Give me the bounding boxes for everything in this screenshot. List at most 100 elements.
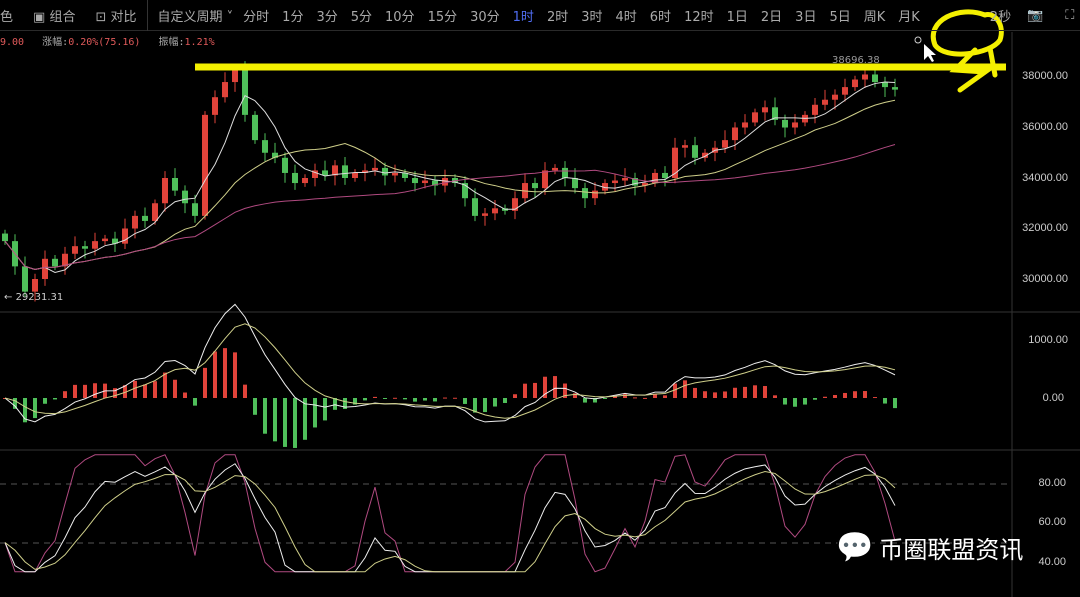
macd-bar (573, 393, 577, 398)
candle (72, 246, 78, 254)
period-月K[interactable]: 月K (898, 9, 920, 25)
custom-period-dropdown[interactable]: 自定义周期 ˅ (158, 6, 234, 25)
period-6时[interactable]: 6时 (649, 9, 672, 25)
macd-bar (293, 398, 297, 448)
macd-bar (413, 398, 417, 402)
macd-bar (553, 376, 557, 398)
macd-bar (603, 398, 607, 399)
macd-bar (213, 351, 217, 398)
period-5日[interactable]: 5日 (829, 9, 851, 25)
period-3时[interactable]: 3时 (581, 9, 603, 25)
macd-bar (623, 394, 627, 398)
toolbar-item-combo[interactable]: ▣ 组合 (33, 6, 75, 25)
macd-bar (13, 398, 17, 409)
macd-bar (443, 397, 447, 399)
macd-bar (453, 397, 457, 399)
period-5分[interactable]: 5分 (350, 9, 373, 25)
price-tick: 30000.00 (1022, 273, 1068, 285)
candle (82, 246, 88, 249)
period-10分[interactable]: 10分 (385, 9, 415, 25)
candle (692, 145, 698, 158)
candle (812, 104, 818, 115)
ma-line-5 (4, 81, 896, 273)
period-2时[interactable]: 2时 (546, 9, 569, 25)
macd-bar (203, 367, 207, 398)
macd-bar (703, 391, 707, 398)
candle (122, 228, 128, 244)
macd-bar (633, 397, 637, 399)
candle (872, 74, 878, 83)
watermark-text: 币圈联盟资讯 (879, 536, 1024, 564)
camera-icon[interactable]: 📷 (1027, 7, 1044, 23)
fullscreen-icon[interactable]: ⛶ (1065, 7, 1075, 23)
candle (732, 127, 738, 141)
macd-bar (713, 392, 717, 398)
change-label: 涨幅: (42, 37, 69, 48)
candle (612, 180, 618, 184)
period-3日[interactable]: 3日 (795, 9, 817, 25)
macd-bar (193, 398, 197, 406)
period-1日[interactable]: 1日 (726, 9, 748, 25)
period-周K[interactable]: 周K (863, 9, 886, 25)
low-marker-value: 29231.31 (15, 292, 64, 303)
candle (582, 188, 588, 199)
candle (222, 82, 228, 98)
period-30分[interactable]: 30分 (470, 9, 500, 25)
period-3分[interactable]: 3分 (316, 9, 338, 25)
macd-bar (113, 388, 117, 398)
candle (882, 82, 888, 88)
candle (662, 172, 668, 178)
candle (842, 87, 848, 95)
macd-bar (773, 395, 777, 398)
candle (432, 180, 438, 186)
macd-bar (33, 398, 37, 419)
period-1分[interactable]: 1分 (282, 9, 304, 25)
macd-bar (343, 398, 347, 410)
macd-bar (153, 381, 157, 398)
macd-bar (883, 398, 887, 404)
candle (532, 183, 538, 189)
period-2日[interactable]: 2日 (760, 9, 783, 25)
macd-bar (393, 397, 397, 399)
candle (562, 167, 568, 178)
candle (102, 238, 108, 242)
price-tick: 32000.00 (1022, 222, 1068, 234)
candle (282, 157, 288, 173)
candle (892, 87, 898, 90)
candle (682, 145, 688, 148)
macd-bar (663, 395, 667, 398)
toolbar-item-compare[interactable]: ⊡ 对比 (95, 6, 136, 25)
candle (262, 140, 268, 153)
combo-icon: ▣ (33, 9, 50, 25)
macd-bar (253, 398, 257, 415)
period-1时[interactable]: 1时 (512, 9, 534, 25)
price-tick: 38000.00 (1022, 70, 1068, 82)
candle (292, 172, 298, 184)
macd-bar (323, 398, 327, 421)
amplitude-value: 1.21% (184, 37, 215, 48)
period-15分[interactable]: 15分 (427, 9, 458, 25)
candle (112, 238, 118, 244)
candle (492, 208, 498, 214)
candle (742, 122, 748, 128)
candle (672, 147, 678, 178)
macd-bar (613, 395, 617, 398)
candle (592, 190, 598, 199)
macd-bar (733, 387, 737, 398)
period-4时[interactable]: 4时 (615, 9, 637, 25)
macd-bar (73, 384, 77, 398)
candle (2, 233, 8, 242)
candle (372, 167, 378, 171)
toolbar-item-color[interactable]: 色 (0, 9, 14, 25)
macd-bar (93, 383, 97, 398)
macd-bar (893, 398, 897, 409)
macd-bar (783, 398, 787, 405)
candle (382, 167, 388, 176)
high-marker: 38696.38 (832, 55, 880, 66)
period-12时[interactable]: 12时 (684, 9, 714, 25)
crosshair-marker (914, 36, 922, 44)
macd-bar (863, 391, 867, 398)
candle (172, 178, 178, 191)
period-分时[interactable]: 分时 (243, 9, 270, 25)
